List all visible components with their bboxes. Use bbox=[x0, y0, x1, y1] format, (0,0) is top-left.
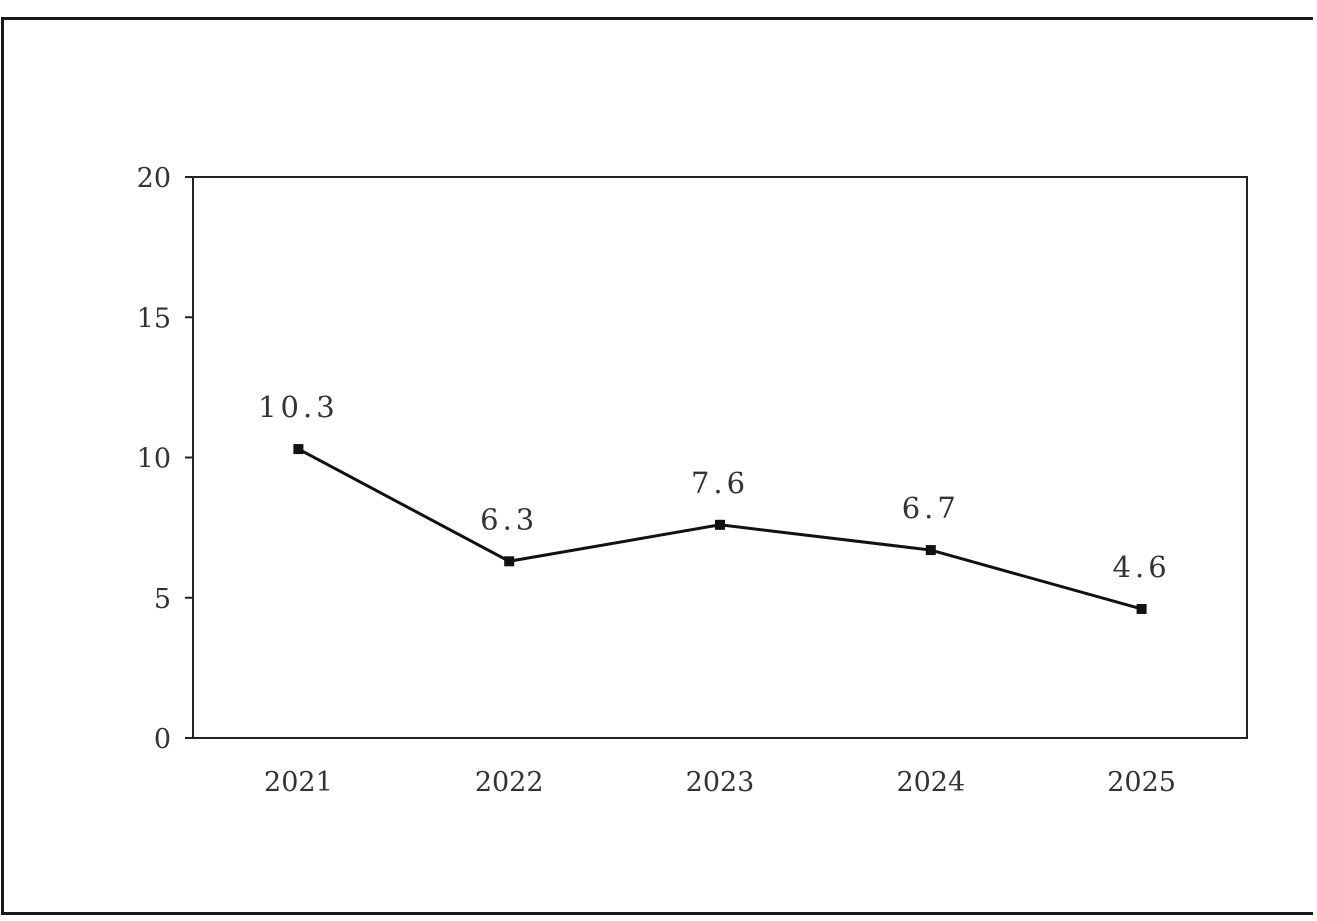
y-tick-label: 10 bbox=[137, 444, 171, 475]
x-tick-label: 2023 bbox=[686, 767, 755, 798]
data-value-label: 7.6 bbox=[691, 466, 749, 500]
x-axis: 2021 2022 2023 2024 2025 bbox=[264, 767, 1176, 798]
data-point-marker bbox=[504, 556, 515, 567]
data-labels: 10.3 6.3 7.6 6.7 4.6 bbox=[258, 390, 1171, 584]
x-tick-label: 2021 bbox=[264, 767, 333, 798]
y-tick-label: 15 bbox=[137, 303, 171, 334]
plot-area bbox=[192, 176, 1248, 739]
x-tick-label: 2025 bbox=[1107, 767, 1176, 798]
y-tick-label: 20 bbox=[137, 163, 171, 194]
x-tick-label: 2024 bbox=[896, 767, 965, 798]
data-point-marker bbox=[925, 545, 936, 556]
x-tick-label: 2022 bbox=[475, 767, 544, 798]
y-axis: 0 5 10 15 20 bbox=[137, 163, 193, 755]
data-point-marker bbox=[293, 444, 304, 455]
series-markers bbox=[293, 444, 1147, 614]
data-value-label: 10.3 bbox=[258, 390, 339, 424]
y-tick-label: 0 bbox=[154, 724, 171, 755]
y-tick-label: 5 bbox=[154, 584, 171, 615]
data-value-label: 4.6 bbox=[1113, 550, 1171, 584]
data-value-label: 6.3 bbox=[480, 502, 538, 536]
data-point-marker bbox=[715, 519, 725, 530]
data-value-label: 6.7 bbox=[902, 491, 960, 525]
data-point-marker bbox=[1136, 603, 1147, 614]
